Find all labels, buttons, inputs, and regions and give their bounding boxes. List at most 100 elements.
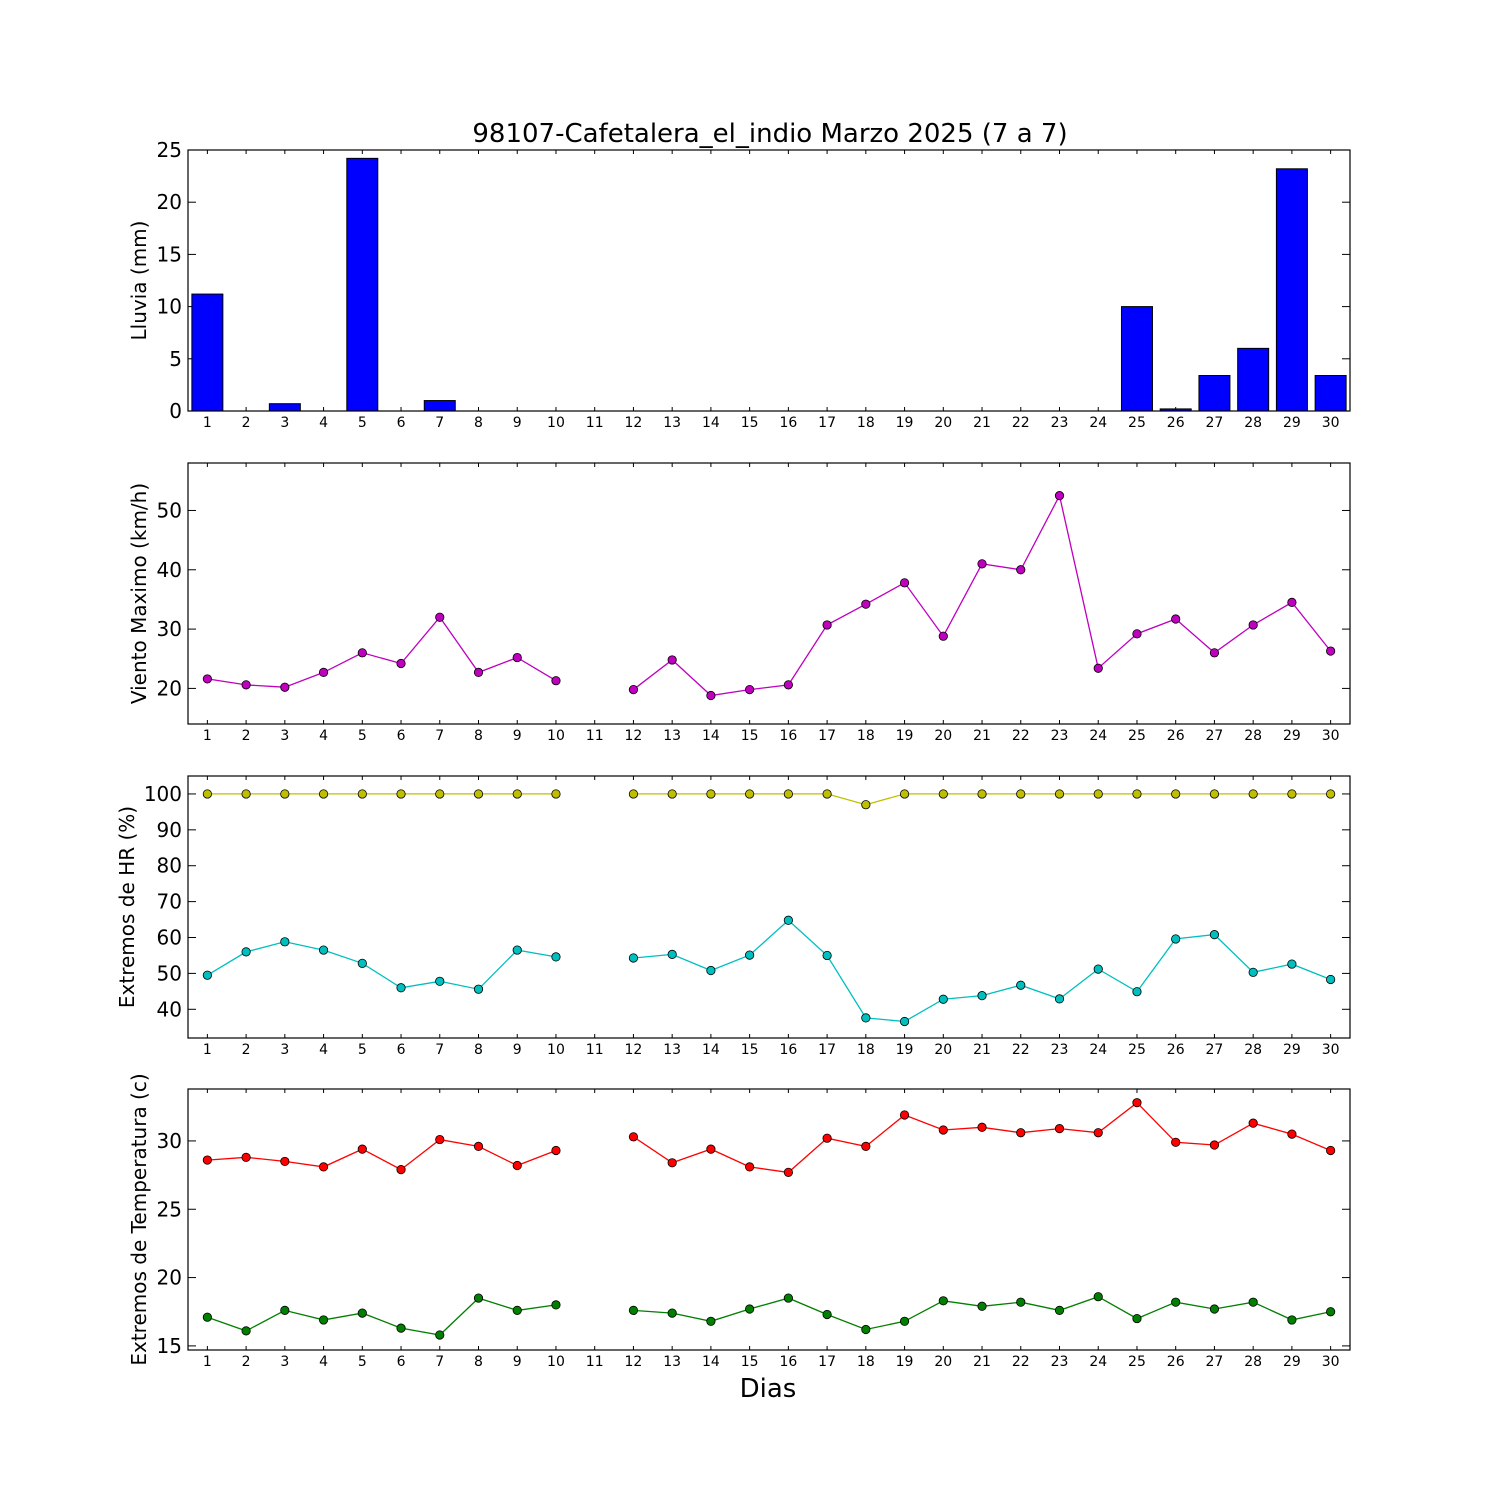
rain-bar [1275, 168, 1308, 412]
data-point [551, 1145, 561, 1156]
data-point [822, 789, 832, 799]
data-point [202, 789, 212, 799]
data-point [977, 1301, 987, 1311]
data-point [396, 1165, 406, 1175]
data-point [1248, 620, 1258, 630]
x-tick-label: 6 [397, 1354, 406, 1370]
x-tick-label: 24 [1089, 728, 1107, 744]
data-point [628, 1132, 639, 1142]
y-tick-label: 70 [157, 890, 182, 914]
x-tick-label: 20 [934, 1042, 952, 1058]
data-point [241, 1326, 251, 1336]
x-tick-label: 22 [1012, 1354, 1030, 1370]
data-point [396, 658, 406, 669]
x-tick-label: 30 [1322, 415, 1340, 431]
x-tick-label: 9 [513, 1042, 522, 1058]
data-point [1171, 1297, 1181, 1307]
data-point [551, 952, 561, 962]
x-tick-label: 1 [203, 728, 212, 744]
x-tick-label: 23 [1051, 1042, 1069, 1058]
data-point [1248, 1297, 1258, 1307]
data-point [1248, 789, 1258, 799]
x-tick-label: 11 [586, 728, 604, 744]
data-point [435, 612, 445, 622]
data-point [977, 991, 987, 1001]
data-point [202, 1312, 212, 1322]
data-point [435, 976, 445, 986]
rain-bar [1314, 375, 1347, 412]
data-point [435, 1134, 445, 1145]
data-point [1248, 967, 1258, 977]
y-tick-label: 25 [157, 1197, 182, 1221]
data-point [861, 1141, 871, 1151]
x-tick-label: 29 [1283, 415, 1301, 431]
x-tick-label: 7 [435, 415, 444, 431]
y-tick-label: 80 [157, 854, 182, 878]
x-tick-label: 26 [1167, 728, 1185, 744]
data-point [1093, 964, 1103, 974]
data-point [1093, 1292, 1103, 1302]
x-tick-label: 13 [663, 728, 681, 744]
data-point [745, 1304, 755, 1314]
y-tick-label: 90 [157, 818, 182, 842]
data-point [473, 1141, 484, 1151]
x-tick-label: 23 [1051, 1354, 1069, 1370]
x-tick-label: 1 [203, 1354, 212, 1370]
data-point [1287, 1315, 1297, 1325]
data-point [861, 800, 871, 810]
x-tick-label: 2 [242, 1042, 251, 1058]
x-tick-label: 25 [1128, 728, 1146, 744]
data-point [783, 789, 793, 799]
x-tick-label: 24 [1089, 1354, 1107, 1370]
x-tick-label: 9 [513, 1354, 522, 1370]
x-tick-label: 14 [702, 415, 720, 431]
x-tick-label: 15 [741, 728, 759, 744]
x-tick-label: 22 [1012, 728, 1030, 744]
x-tick-label: 20 [934, 415, 952, 431]
rain-bar [423, 400, 456, 412]
x-tick-label: 1 [203, 1042, 212, 1058]
data-point [512, 945, 522, 955]
data-point [1209, 930, 1220, 940]
x-tick-label: 18 [857, 415, 875, 431]
data-point [938, 1125, 948, 1135]
x-tick-label: 26 [1167, 1042, 1185, 1058]
x-tick-label: 26 [1167, 1354, 1185, 1370]
y-tick-label: 10 [157, 295, 182, 319]
data-point [318, 789, 329, 799]
data-point [1054, 1124, 1065, 1134]
x-tick-label: 10 [547, 415, 565, 431]
data-point [551, 1300, 561, 1310]
x-tick-label: 25 [1128, 415, 1146, 431]
x-tick-label: 28 [1244, 1354, 1262, 1370]
rain-bar [1198, 375, 1231, 412]
data-point [706, 690, 716, 701]
data-point [667, 949, 677, 959]
x-tick-label: 1 [203, 415, 212, 431]
x-tick-label: 3 [280, 1354, 289, 1370]
data-point [706, 1316, 716, 1326]
data-point [1287, 1129, 1297, 1139]
x-tick-label: 25 [1128, 1042, 1146, 1058]
data-point [1132, 629, 1142, 639]
x-tick-label: 16 [779, 728, 797, 744]
x-tick-label: 20 [934, 1354, 952, 1370]
data-point [1132, 987, 1142, 997]
data-point [861, 1324, 871, 1335]
data-point [1054, 1305, 1065, 1315]
data-point [1054, 491, 1065, 501]
x-tick-label: 13 [663, 1354, 681, 1370]
data-point [202, 970, 212, 980]
x-tick-label: 17 [818, 1042, 836, 1058]
data-point [899, 1110, 910, 1120]
x-tick-label: 18 [857, 1042, 875, 1058]
data-point [783, 915, 793, 925]
x-tick-label: 5 [358, 1042, 367, 1058]
x-tick-label: 13 [663, 415, 681, 431]
x-tick-label: 18 [857, 1354, 875, 1370]
data-point [1326, 646, 1336, 656]
x-tick-label: 5 [358, 728, 367, 744]
x-tick-label: 15 [741, 1354, 759, 1370]
x-tick-label: 16 [779, 1354, 797, 1370]
data-point [473, 789, 484, 799]
